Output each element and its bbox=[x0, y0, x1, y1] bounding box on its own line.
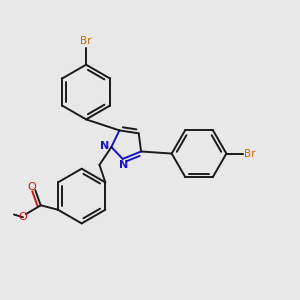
Text: O: O bbox=[27, 182, 36, 192]
Text: Br: Br bbox=[244, 148, 256, 159]
Text: O: O bbox=[19, 212, 27, 222]
Text: N: N bbox=[100, 141, 110, 152]
Text: Br: Br bbox=[80, 36, 92, 46]
Text: N: N bbox=[119, 160, 128, 170]
